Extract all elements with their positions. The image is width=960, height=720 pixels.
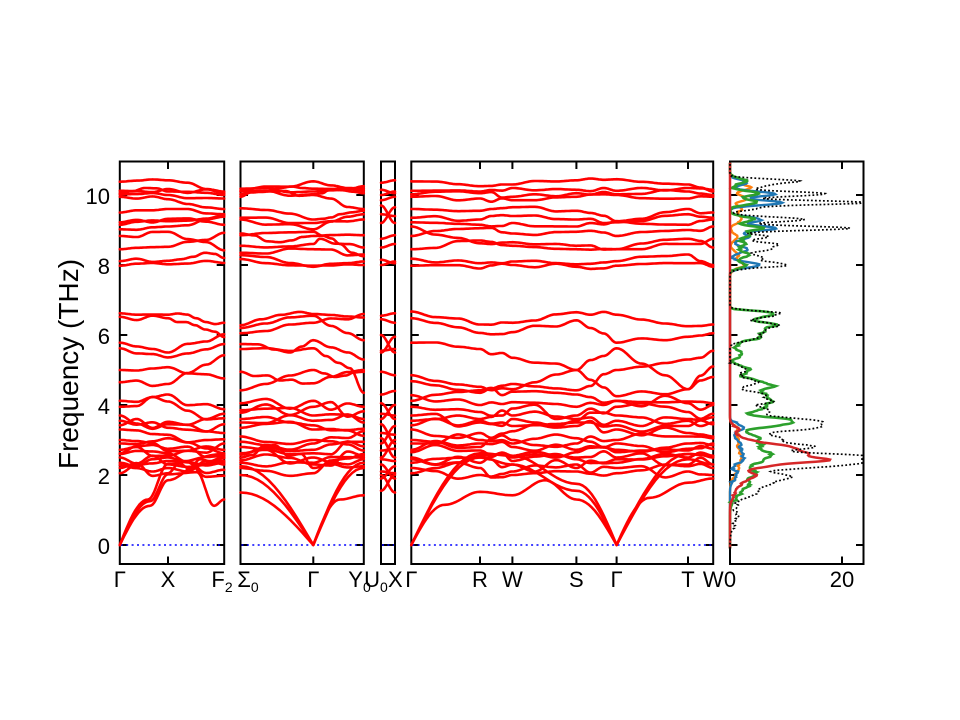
svg-text:4: 4 xyxy=(98,394,110,419)
svg-text:Γ: Γ xyxy=(405,567,417,592)
svg-text:6: 6 xyxy=(98,324,110,349)
svg-text:Γ: Γ xyxy=(307,567,319,592)
svg-text:Γ: Γ xyxy=(114,567,126,592)
svg-text:W: W xyxy=(703,567,724,592)
svg-text:0: 0 xyxy=(98,534,110,559)
svg-text:Γ: Γ xyxy=(611,567,623,592)
svg-text:X: X xyxy=(388,567,403,592)
svg-text:0: 0 xyxy=(724,567,736,592)
svg-text:T: T xyxy=(681,567,694,592)
svg-text:8: 8 xyxy=(98,254,110,279)
svg-text:R: R xyxy=(472,567,488,592)
svg-text:Frequency (THz): Frequency (THz) xyxy=(53,259,84,469)
svg-text:S: S xyxy=(569,567,584,592)
svg-text:20: 20 xyxy=(830,567,854,592)
svg-text:10: 10 xyxy=(86,184,110,209)
svg-text:X: X xyxy=(161,567,176,592)
svg-text:2: 2 xyxy=(98,464,110,489)
svg-text:W: W xyxy=(502,567,523,592)
